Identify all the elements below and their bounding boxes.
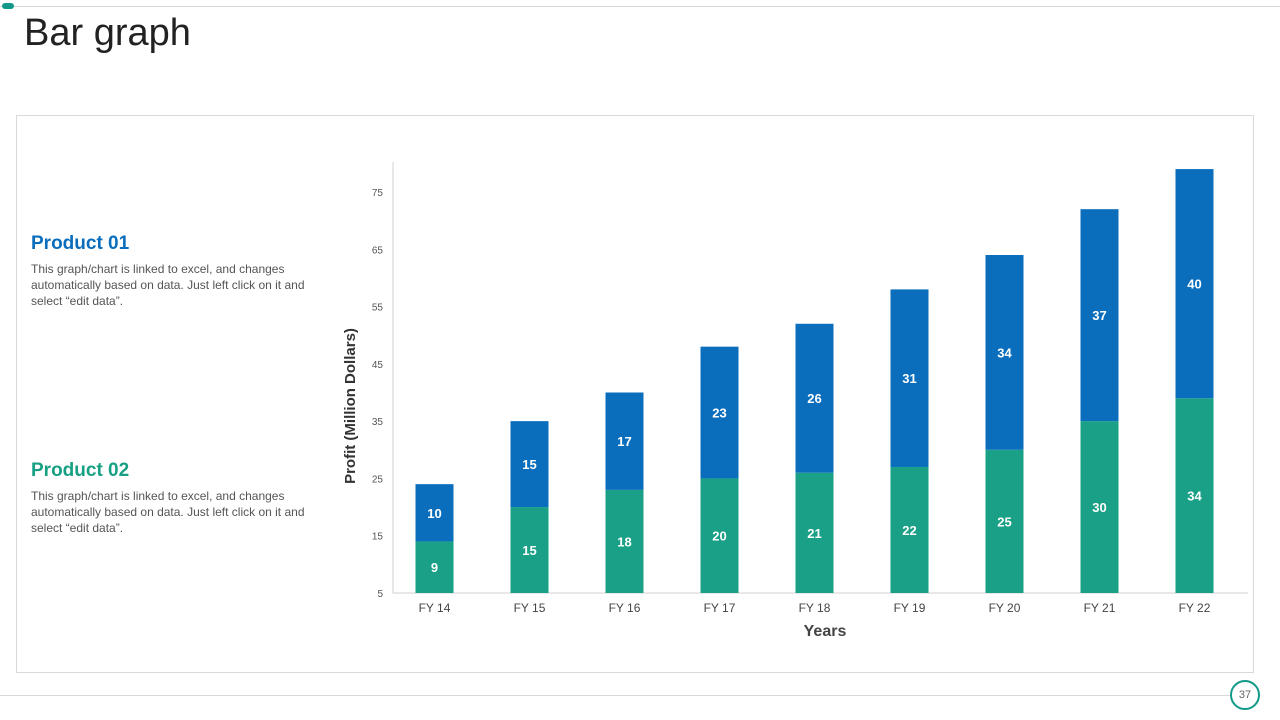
bar-product-01 [1080,209,1119,422]
bar-product-02 [1080,421,1119,593]
accent-dot [2,3,14,9]
bar-product-02 [700,478,739,593]
data-label: 31 [902,371,916,386]
data-label: 9 [431,560,438,575]
bar-product-01 [890,289,929,467]
x-tick-label: FY 18 [799,601,831,615]
bar-product-02 [605,489,644,593]
data-label: 17 [617,434,631,449]
y-tick-label: 45 [372,360,384,371]
stacked-bar-chart: 5 15 25 35 45 55 65 75 9 10 FY 14 15 15 FY 15 18 17 FY 1… [342,162,1248,640]
x-tick-label: FY 19 [894,601,926,615]
data-label: 10 [427,506,441,521]
data-label: 22 [902,523,916,538]
y-tick-label: 5 [377,589,383,600]
y-tick-label: 25 [372,474,384,485]
x-tick-label: FY 15 [514,601,546,615]
data-label: 34 [1187,489,1202,504]
data-label: 40 [1187,277,1201,292]
data-label: 30 [1092,500,1106,515]
x-tick-label: FY 17 [704,601,736,615]
bar-product-02 [890,466,929,593]
bar-product-01 [1175,169,1214,399]
bottom-divider [0,695,1230,696]
data-label: 15 [522,543,536,558]
data-label: 20 [712,529,726,544]
y-tick-label: 75 [372,188,384,199]
bar-product-01 [700,346,739,479]
data-label: 25 [997,514,1011,529]
y-axis-title: Profit (Million Dollars) [342,328,359,484]
y-tick-label: 65 [372,245,384,256]
y-tick-label: 15 [372,532,384,543]
bar-product-01 [985,255,1024,450]
data-label: 23 [712,406,726,421]
bar-product-02 [985,449,1024,593]
product-01-title: Product 01 [31,233,130,254]
data-label: 37 [1092,308,1106,323]
bar-product-01 [510,421,549,508]
page-number: 37 [1230,680,1260,710]
x-tick-label: FY 22 [1179,601,1211,615]
content-panel [16,115,1254,673]
x-axis-title: Years [804,623,847,640]
bar-product-01 [415,484,454,542]
product-02-description: This graph/chart is linked to excel, and… [31,489,305,535]
bar-product-02 [510,507,549,593]
x-tick-label: FY 20 [989,601,1021,615]
bar-product-01 [605,392,644,490]
x-tick-label: FY 21 [1084,601,1116,615]
x-tick-label: FY 14 [419,601,451,615]
data-label: 15 [522,457,536,472]
product-01-description: This graph/chart is linked to excel, and… [31,262,305,308]
bar-product-01 [795,323,834,473]
x-tick-label: FY 16 [609,601,641,615]
data-label: 26 [807,391,821,406]
page-title: Bar graph [24,12,191,54]
product-01-block: Product 01 This graph/chart is linked to… [31,233,321,309]
bar-product-02 [415,541,454,593]
data-label: 34 [997,345,1012,360]
product-02-block: Product 02 This graph/chart is linked to… [31,460,321,536]
y-tick-label: 35 [372,417,384,428]
top-divider [0,6,1280,7]
bar-product-02 [1175,398,1214,593]
data-label: 18 [617,534,631,549]
product-02-title: Product 02 [31,460,130,481]
data-label: 21 [807,526,821,541]
y-tick-label: 55 [372,303,384,314]
bar-product-02 [795,472,834,593]
